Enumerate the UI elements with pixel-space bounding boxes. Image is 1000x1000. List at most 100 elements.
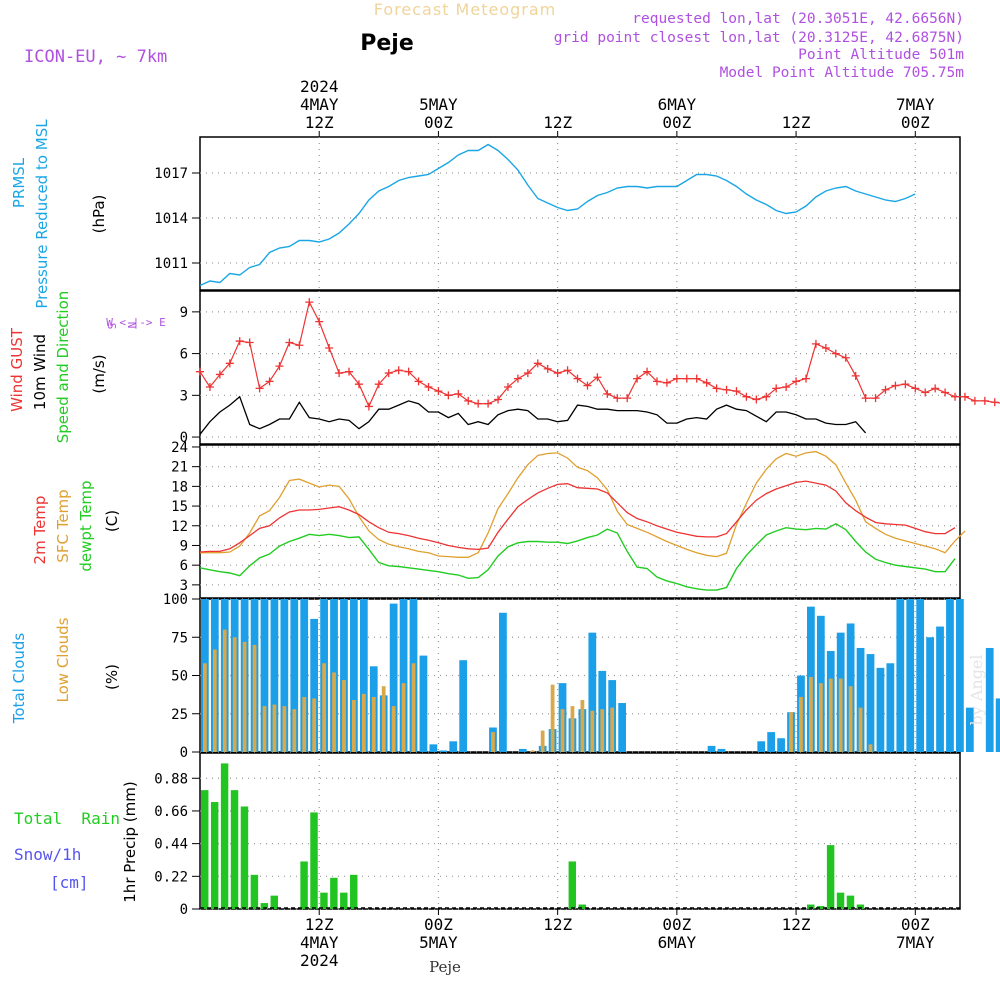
total-cloud-bar <box>429 744 438 752</box>
clouds-unit: (%) <box>103 664 121 690</box>
total-cloud-bar <box>856 647 865 752</box>
location-title: Peje <box>360 31 414 56</box>
wind10m-line <box>199 395 867 435</box>
prmsl-label: PRMSL <box>10 157 28 208</box>
total-cloud-bar <box>707 745 716 752</box>
y-tick-label: 1011 <box>154 256 188 272</box>
rain-bar <box>846 895 855 909</box>
total-cloud-bar <box>499 612 507 752</box>
y-tick-label: 1014 <box>154 211 188 227</box>
total-cloud-bar <box>985 647 994 752</box>
gust-marker <box>802 374 811 383</box>
y-tick-label: 0.66 <box>154 804 188 820</box>
panel-frame <box>199 290 961 445</box>
total-cloud-bar <box>399 599 408 752</box>
rain-bar <box>320 892 328 909</box>
gust-marker <box>980 396 989 405</box>
rain-bar <box>260 903 269 909</box>
low-cloud-bar <box>302 696 307 752</box>
time-label-top: 2024 <box>300 77 339 96</box>
gust-marker <box>772 384 781 393</box>
y-tick-label: 6 <box>180 347 188 363</box>
time-label-bottom: 4MAY <box>300 933 339 952</box>
total-cloud-bar <box>439 750 448 752</box>
gust-marker <box>345 367 354 376</box>
total-cloud-bar <box>270 599 279 752</box>
time-label-top: 00Z <box>662 113 691 132</box>
gust-marker <box>712 384 721 393</box>
gust-marker <box>782 382 791 391</box>
rain-bar <box>856 904 865 909</box>
panel-frames <box>199 136 961 910</box>
rain-bar <box>836 892 845 909</box>
low-cloud-bar <box>342 680 346 752</box>
total-cloud-bar <box>886 663 895 752</box>
gust-marker <box>811 339 820 348</box>
gust-marker <box>921 388 930 397</box>
gust-marker <box>603 389 612 398</box>
total-cloud-bar <box>260 599 269 752</box>
total-cloud-bar <box>866 654 875 752</box>
time-label-bottom: 6MAY <box>658 933 697 952</box>
low-cloud-bar <box>580 699 585 752</box>
data-layer <box>196 143 1000 909</box>
temp2m-label: 2m Temp <box>31 496 49 565</box>
panel-frame <box>199 136 961 291</box>
gust-marker <box>315 317 324 326</box>
gust-marker <box>285 338 294 347</box>
y-tick-label: 1017 <box>154 166 188 182</box>
gust-marker <box>792 377 801 386</box>
rain-bar <box>300 861 308 909</box>
time-label-top: 12Z <box>305 113 334 132</box>
precip-unit: 1hr Precip (mm) <box>121 781 139 902</box>
rain-bar <box>350 874 358 909</box>
rain-bar <box>230 790 239 909</box>
total-cloud-bar <box>588 632 597 752</box>
gust-marker <box>881 385 890 394</box>
y-tick-label: 9 <box>180 305 188 321</box>
total-cloud-bar <box>340 599 348 752</box>
gust-marker <box>255 384 264 393</box>
dewpt-label: dewpt Temp <box>77 480 95 571</box>
gust-marker <box>682 374 691 383</box>
requested-coords: requested lon,lat (20.3051E, 42.6656N) <box>632 11 964 27</box>
gust-marker <box>821 344 830 353</box>
low-cloud-bar <box>371 696 376 752</box>
total-cloud-bar <box>916 599 925 752</box>
low-cloud-bar <box>242 641 247 752</box>
gust-marker <box>633 374 642 383</box>
total-cloud-bar <box>300 599 309 752</box>
gust-marker <box>911 384 920 393</box>
time-label-bottom: 00Z <box>901 915 930 934</box>
y-tick-label: 12 <box>171 519 188 535</box>
gust-marker <box>871 394 880 403</box>
low-cloud-bar <box>282 706 287 752</box>
y-tick-label: 6 <box>180 558 188 574</box>
low-cloud-bar <box>292 709 297 752</box>
low-cloud-bar <box>222 629 227 752</box>
gust-marker <box>970 396 979 405</box>
low-cloud-bar <box>789 712 793 752</box>
low-cloud-bar <box>540 730 545 752</box>
y-tick-label: 50 <box>171 669 188 685</box>
total-cloud-bar <box>995 698 1000 752</box>
time-label-top: 12Z <box>782 113 811 132</box>
footer-location: Peje <box>429 958 461 976</box>
rain-bar <box>826 845 835 909</box>
time-label-top: 00Z <box>424 113 453 132</box>
rain-bar <box>250 874 259 909</box>
low-cloud-bar <box>530 750 535 752</box>
gust-marker <box>404 367 413 376</box>
low-cloud-bar <box>838 678 843 752</box>
gust-marker <box>335 369 344 378</box>
pressure-label: Pressure Reduced to MSL <box>33 119 51 309</box>
total-cloud-bar <box>946 599 954 752</box>
low-cloud-bar <box>560 709 565 752</box>
gust-marker <box>374 380 383 389</box>
low-cloud-bar <box>590 710 595 752</box>
gust-marker <box>434 387 443 396</box>
low-cloud-bar <box>828 678 833 752</box>
gust-marker <box>553 369 562 378</box>
